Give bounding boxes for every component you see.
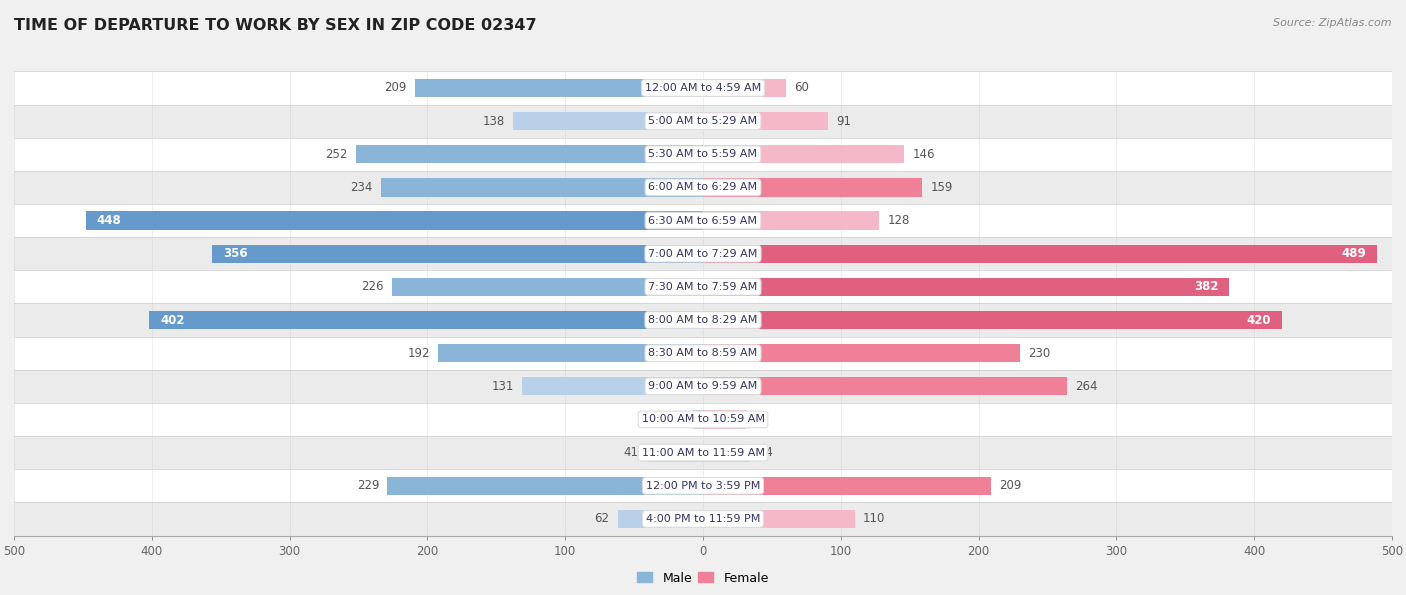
Text: 5:30 AM to 5:59 AM: 5:30 AM to 5:59 AM: [648, 149, 758, 159]
Text: 138: 138: [482, 115, 505, 127]
Bar: [523, 377, 703, 396]
Bar: [212, 245, 703, 263]
Text: 110: 110: [863, 512, 886, 525]
Bar: [149, 311, 703, 329]
Text: 5:00 AM to 5:29 AM: 5:00 AM to 5:29 AM: [648, 116, 758, 126]
Text: 91: 91: [837, 115, 852, 127]
Bar: [703, 510, 855, 528]
Text: 356: 356: [224, 248, 247, 260]
Bar: [703, 112, 828, 130]
Text: 7:00 AM to 7:29 AM: 7:00 AM to 7:29 AM: [648, 249, 758, 259]
Text: 8:30 AM to 8:59 AM: 8:30 AM to 8:59 AM: [648, 348, 758, 358]
Bar: [14, 71, 1392, 105]
Text: 11:00 AM to 11:59 AM: 11:00 AM to 11:59 AM: [641, 447, 765, 458]
Text: 489: 489: [1341, 248, 1365, 260]
Bar: [703, 411, 745, 428]
Bar: [703, 443, 749, 462]
Text: 34: 34: [758, 446, 773, 459]
Bar: [693, 411, 703, 428]
Bar: [647, 443, 703, 462]
Bar: [14, 403, 1392, 436]
Text: 131: 131: [492, 380, 515, 393]
Text: 230: 230: [1028, 347, 1050, 359]
Text: TIME OF DEPARTURE TO WORK BY SEX IN ZIP CODE 02347: TIME OF DEPARTURE TO WORK BY SEX IN ZIP …: [14, 18, 537, 33]
Text: 7:30 AM to 7:59 AM: 7:30 AM to 7:59 AM: [648, 282, 758, 292]
Text: 264: 264: [1076, 380, 1098, 393]
Text: 41: 41: [623, 446, 638, 459]
Bar: [392, 278, 703, 296]
Bar: [703, 344, 1019, 362]
Bar: [356, 145, 703, 164]
Text: 209: 209: [384, 82, 406, 95]
Bar: [415, 79, 703, 97]
Bar: [14, 369, 1392, 403]
Text: 229: 229: [357, 480, 380, 492]
Text: 448: 448: [97, 214, 121, 227]
Bar: [388, 477, 703, 495]
Text: 6:00 AM to 6:29 AM: 6:00 AM to 6:29 AM: [648, 183, 758, 192]
Text: 4:00 PM to 11:59 PM: 4:00 PM to 11:59 PM: [645, 514, 761, 524]
Bar: [513, 112, 703, 130]
Text: 252: 252: [325, 148, 347, 161]
Text: 234: 234: [350, 181, 373, 194]
Text: 12:00 PM to 3:59 PM: 12:00 PM to 3:59 PM: [645, 481, 761, 491]
Bar: [14, 137, 1392, 171]
Bar: [14, 204, 1392, 237]
Text: 402: 402: [160, 314, 184, 327]
Bar: [703, 211, 879, 230]
Text: 9:00 AM to 9:59 AM: 9:00 AM to 9:59 AM: [648, 381, 758, 392]
Bar: [14, 171, 1392, 204]
Text: 146: 146: [912, 148, 935, 161]
Bar: [14, 105, 1392, 137]
Text: 226: 226: [361, 280, 384, 293]
Text: 60: 60: [794, 82, 808, 95]
Text: 128: 128: [887, 214, 910, 227]
Bar: [86, 211, 703, 230]
Bar: [14, 237, 1392, 270]
Text: 420: 420: [1246, 314, 1271, 327]
Legend: Male, Female: Male, Female: [633, 566, 773, 590]
Bar: [14, 436, 1392, 469]
Bar: [703, 278, 1229, 296]
Bar: [703, 178, 922, 196]
Text: 159: 159: [931, 181, 953, 194]
Bar: [703, 377, 1067, 396]
Bar: [439, 344, 703, 362]
Text: 209: 209: [1000, 480, 1022, 492]
Bar: [14, 337, 1392, 369]
Bar: [14, 502, 1392, 536]
Bar: [703, 145, 904, 164]
Bar: [14, 270, 1392, 303]
Text: 31: 31: [754, 413, 769, 426]
Bar: [617, 510, 703, 528]
Bar: [703, 245, 1376, 263]
Text: 8:00 AM to 8:29 AM: 8:00 AM to 8:29 AM: [648, 315, 758, 325]
Text: 7: 7: [678, 413, 685, 426]
Text: 10:00 AM to 10:59 AM: 10:00 AM to 10:59 AM: [641, 415, 765, 424]
Bar: [703, 477, 991, 495]
Text: 6:30 AM to 6:59 AM: 6:30 AM to 6:59 AM: [648, 215, 758, 226]
Text: 62: 62: [595, 512, 609, 525]
Text: Source: ZipAtlas.com: Source: ZipAtlas.com: [1274, 18, 1392, 28]
Bar: [703, 79, 786, 97]
Text: 382: 382: [1194, 280, 1219, 293]
Bar: [703, 311, 1282, 329]
Bar: [14, 469, 1392, 502]
Text: 192: 192: [408, 347, 430, 359]
Bar: [381, 178, 703, 196]
Text: 12:00 AM to 4:59 AM: 12:00 AM to 4:59 AM: [645, 83, 761, 93]
Bar: [14, 303, 1392, 337]
